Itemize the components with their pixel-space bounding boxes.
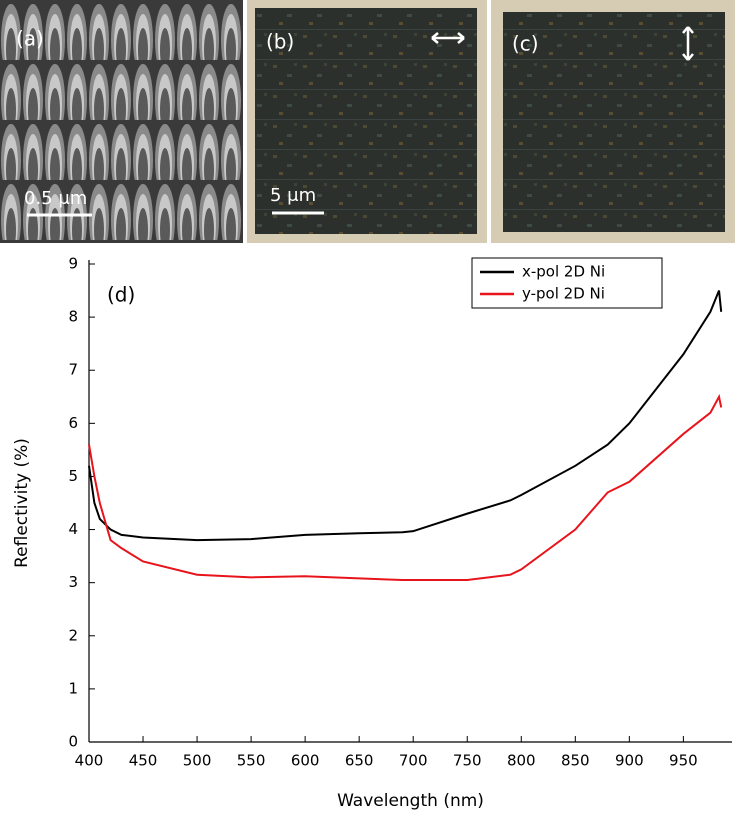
x-tick-label: 500 (183, 752, 212, 770)
x-tick-label: 450 (129, 752, 158, 770)
y-axis-label: Reflectivity (%) (12, 438, 32, 568)
x-tick-label: 550 (237, 752, 266, 770)
x-tick-label: 650 (345, 752, 374, 770)
panel-c (491, 0, 735, 243)
series-line (88, 290, 723, 542)
chart: 0 1 2 3 4 5 6 7 8 9 400 450 500 550 600 650 700 750 800 850… (12, 255, 732, 811)
x-tick-label: 600 (291, 752, 320, 770)
x-tick-label: 850 (561, 752, 590, 770)
x-tick-label: 950 (669, 752, 698, 770)
panel-label: (c) (512, 32, 539, 56)
x-tick-label: 900 (615, 752, 644, 770)
y-tick-label: 9 (68, 255, 78, 273)
optical-image (255, 8, 477, 234)
x-tick-label: 400 (75, 752, 104, 770)
annotation: (d) (107, 283, 135, 307)
polarization-arrow (682, 26, 694, 61)
y-tick-label: 4 (68, 520, 78, 538)
y-tick-label: 6 (68, 414, 78, 432)
panel-b (247, 0, 487, 243)
y-tick-label: 1 (68, 679, 78, 697)
panel-a (0, 0, 243, 243)
x-tick-label: 750 (453, 752, 482, 770)
legend-label: x-pol 2D Ni (522, 263, 605, 281)
panel-label: (a) (16, 27, 44, 51)
scale-label: 0.5 μm (24, 188, 87, 209)
y-tick-label: 5 (68, 467, 78, 485)
series-line (88, 393, 723, 582)
polarization-arrow (431, 32, 465, 44)
x-tick-label: 700 (399, 752, 428, 770)
y-tick-label: 7 (68, 361, 78, 379)
y-tick-label: 0 (68, 733, 78, 751)
sem-image (0, 0, 243, 243)
y-tick-label: 2 (68, 626, 78, 644)
scale-label: 5 μm (270, 185, 316, 206)
y-tick-label: 3 (68, 573, 78, 591)
x-tick-label: 800 (507, 752, 536, 770)
legend-box (471, 257, 663, 309)
legend-label: y-pol 2D Ni (522, 285, 605, 303)
panel-label: (b) (266, 30, 294, 54)
x-axis-label: Wavelength (nm) (337, 791, 484, 811)
y-tick-label: 8 (68, 308, 78, 326)
